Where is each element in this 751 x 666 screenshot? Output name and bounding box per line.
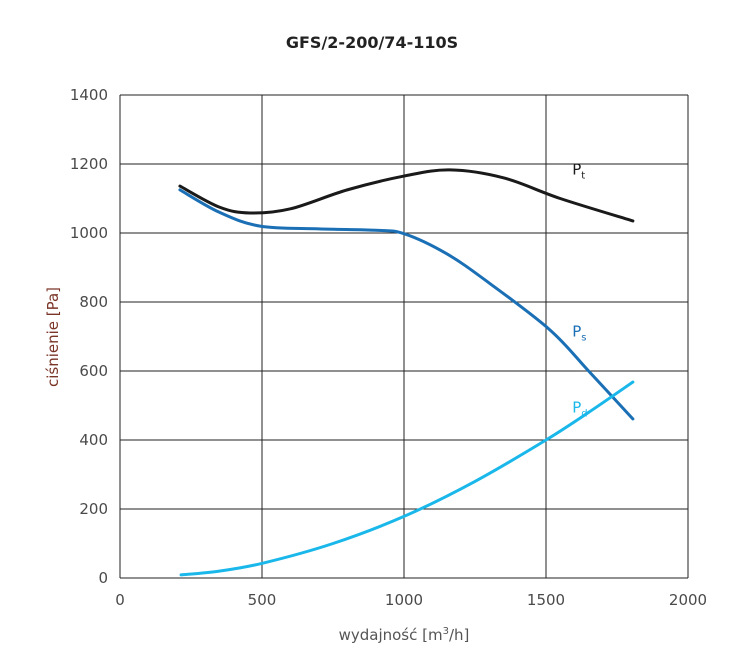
x-tick-label: 1000 <box>385 591 423 609</box>
series-label-main: P <box>572 398 581 416</box>
series-label-sub: s <box>581 333 586 344</box>
y-tick-label: 400 <box>79 431 108 449</box>
x-tick-label: 500 <box>248 591 277 609</box>
y-tick-label: 600 <box>79 362 108 380</box>
y-tick-label: 1000 <box>70 224 108 242</box>
y-tick-label: 0 <box>98 569 108 587</box>
x-tick-label: 2000 <box>669 591 707 609</box>
x-axis-label-main: wydajność [m <box>339 626 443 644</box>
series-label-main: P <box>572 323 581 341</box>
chart-title: GFS/2-200/74-110S <box>286 33 458 52</box>
series-label-sub: d <box>581 408 587 419</box>
x-tick-label: 1500 <box>527 591 565 609</box>
x-axis-label-tail: /h] <box>449 626 469 644</box>
y-tick-label: 800 <box>79 293 108 311</box>
series-label-sub: t <box>581 170 585 181</box>
series-label-main: P <box>572 160 581 178</box>
y-tick-label: 1200 <box>70 155 108 173</box>
series-line-pd <box>179 380 635 577</box>
x-tick-label: 0 <box>115 591 125 609</box>
series-line-pt <box>178 168 635 223</box>
series-label-pd: Pd <box>572 398 587 419</box>
series-label-pt: Pt <box>572 160 585 181</box>
series-label-ps: Ps <box>572 323 586 344</box>
x-axis-label: wydajność [m3/h] <box>339 626 470 644</box>
series-line-ps <box>178 188 635 421</box>
x-axis-label-sup: 3 <box>443 626 449 637</box>
x-tick-labels: 0 500 1000 1500 2000 <box>115 591 707 609</box>
y-tick-label: 1400 <box>70 86 108 104</box>
y-axis-label: ciśnienie [Pa] <box>44 287 62 387</box>
grid <box>119 94 689 579</box>
y-tick-labels: 0 200 400 600 800 1000 1200 1400 <box>70 86 108 587</box>
y-tick-label: 200 <box>79 500 108 518</box>
